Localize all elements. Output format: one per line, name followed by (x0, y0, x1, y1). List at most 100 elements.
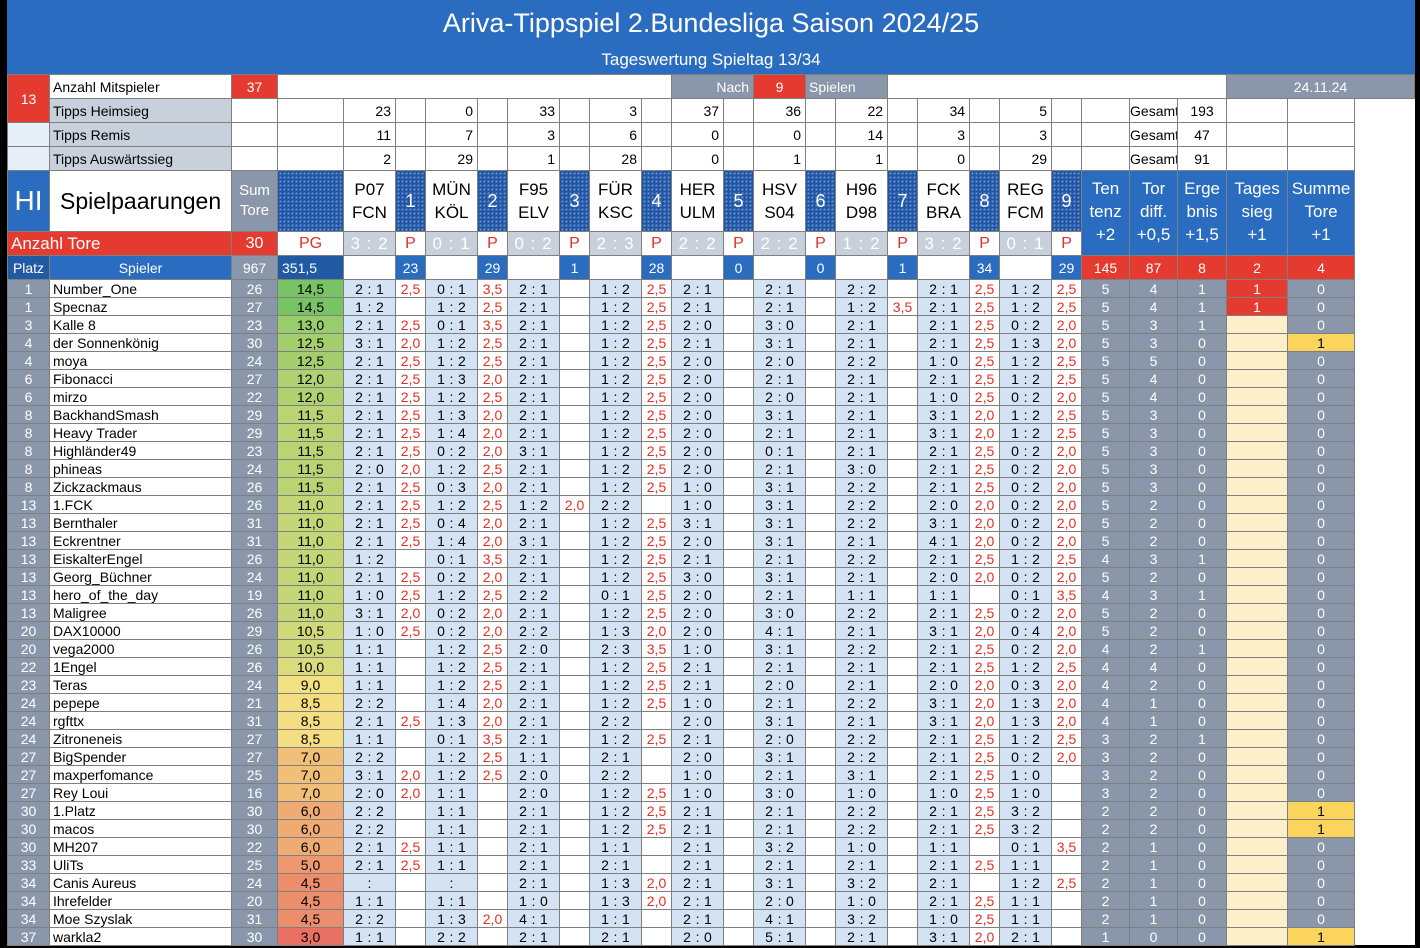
tip-score: 2:1 (671, 333, 725, 352)
player-pg: 5,0 (277, 855, 344, 874)
player-sum-tore: 26 (231, 549, 278, 568)
tip-points (805, 405, 837, 424)
tip-points (805, 585, 837, 604)
player-name: Highländer49 (49, 441, 232, 460)
tip-home: 2 (519, 874, 527, 891)
tip-home: 1 (601, 460, 609, 477)
tip-away: 1 (704, 874, 712, 891)
tip-score: 0:2 (999, 513, 1053, 532)
tip-away: 1 (540, 694, 548, 711)
tip-home: 2 (847, 442, 855, 459)
tip-score: 1:0 (671, 495, 725, 514)
tip-away: 1 (540, 712, 548, 729)
player-sum-tore: 22 (231, 387, 278, 406)
tip-points (559, 765, 590, 784)
tip-home: 1 (929, 784, 937, 801)
tip-score: 2:0 (671, 405, 725, 424)
tip-home: 1 (601, 874, 609, 891)
tip-away: 1 (704, 802, 712, 819)
tip-score: 1:2 (999, 873, 1053, 892)
tip-home: 1 (1011, 280, 1019, 297)
tip-home: 2 (765, 388, 773, 405)
tip-score: 3:2 (999, 801, 1053, 820)
player-sum-tore: 29 (231, 405, 278, 424)
tip-away: 1 (622, 586, 630, 603)
spieler-label: Spieler (49, 255, 232, 280)
tip-home: 2 (601, 712, 609, 729)
player-row: 30 1.Platz 30 6,0 2:2 1:1 2:1 1:2 2,5 2:1 2:1 2:2 2:… (7, 801, 1415, 820)
player-tendenz: 3 (1081, 765, 1131, 784)
player-ergebnis: 1 (1177, 549, 1228, 568)
tip-score: 2:2 (835, 603, 889, 622)
tip-score: 1:2 (425, 459, 478, 478)
tip-score: 2:0 (753, 891, 807, 910)
tip-points: 2,5 (395, 405, 426, 424)
tip-score: 2:0 (671, 423, 725, 442)
tip-points: 2,5 (969, 603, 1001, 622)
player-tendenz: 3 (1081, 747, 1131, 766)
tip-points: 2,5 (969, 639, 1001, 658)
tip-home: 2 (519, 784, 527, 801)
match-away: ULM (679, 203, 716, 222)
tip-points: 2,0 (969, 405, 1001, 424)
pairings-row: HI Spielpaarungen Sum Tore P07 FCN 1 MÜN KÖL 2 F9… (7, 170, 1415, 256)
tip-away: 2 (540, 496, 548, 513)
tip-points: 2,0 (1051, 441, 1083, 460)
tip-points (640, 495, 673, 514)
blank (395, 98, 426, 123)
tip-points (395, 729, 426, 748)
tip-score: 3:1 (671, 513, 725, 532)
tip-score: 1:1 (917, 585, 971, 604)
tip-score: 1:0 (671, 765, 725, 784)
player-tagessieg (1226, 801, 1289, 820)
tip-away: 0 (950, 352, 958, 369)
tip-points (559, 531, 590, 550)
tipps-count: 6 (589, 122, 642, 147)
player-tendenz: 5 (1081, 333, 1131, 352)
player-pg: 11,5 (277, 423, 344, 442)
tip-home: 2 (847, 568, 855, 585)
player-name: Fibonacci (49, 369, 232, 388)
page-subtitle: Tageswertung Spieltag 13/34 (601, 50, 821, 69)
player-tagessieg (1226, 783, 1289, 802)
player-tordiff: 2 (1129, 639, 1179, 658)
tip-away: 1 (458, 802, 466, 819)
tip-points (723, 567, 755, 586)
tip-home: 3 (847, 460, 855, 477)
player-row: 22 1Engel 26 10,0 1:1 1:2 2,5 2:1 1:2 2,5 2:1 2:1 2:… (7, 657, 1415, 676)
tip-home: 3 (929, 622, 937, 639)
tip-score: 2:1 (507, 333, 560, 352)
tip-home: 1 (437, 460, 445, 477)
match-number: 3 (559, 170, 590, 232)
tip-score: 2:1 (835, 855, 889, 874)
tip-home: 0 (1011, 748, 1019, 765)
player-sum-tore: 31 (231, 531, 278, 550)
tip-points: 3,5 (1051, 837, 1083, 856)
tip-home: 2 (929, 334, 937, 351)
tip-home: 1 (683, 496, 691, 513)
tipps-count: 2 (343, 146, 396, 171)
tip-home: 3 (929, 424, 937, 441)
player-tendenz: 4 (1081, 711, 1131, 730)
tip-away: 1 (704, 514, 712, 531)
tip-points (887, 531, 919, 550)
player-tagessieg (1226, 621, 1289, 640)
player-ergebnis: 0 (1177, 513, 1228, 532)
tip-home: 1 (519, 748, 527, 765)
tip-home: 0 (1011, 388, 1019, 405)
player-name: Specnaz (49, 297, 232, 316)
tip-score: 1:2 (425, 351, 478, 370)
player-summe-tore: 0 (1287, 495, 1356, 514)
tip-away: 1 (950, 316, 958, 333)
tip-home: 1 (601, 532, 609, 549)
tip-score: 2:1 (917, 855, 971, 874)
tip-away: 1 (376, 856, 384, 873)
player-name: hero_of_the_day (49, 585, 232, 604)
tip-away: 4 (458, 532, 466, 549)
tip-score: 1:2 (589, 603, 642, 622)
tip-score: 3:0 (753, 603, 807, 622)
tip-score: 0:2 (999, 459, 1053, 478)
blank (477, 122, 508, 147)
tipps-row: Tipps Heimsieg 23 0 33 3 37 36 22 34 5 Gesamt 193 (8, 98, 1415, 123)
match-teams: FÜR KSC (589, 170, 642, 232)
